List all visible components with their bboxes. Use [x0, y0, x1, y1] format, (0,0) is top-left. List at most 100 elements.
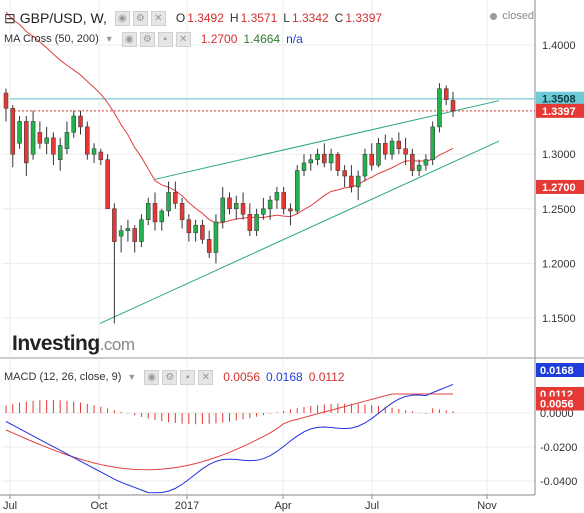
price-label-text: 1.3397 — [542, 106, 576, 118]
chevron-down-icon[interactable]: ▼ — [127, 372, 137, 382]
candle-body — [430, 126, 435, 160]
candle-body — [213, 221, 219, 253]
candle-body — [389, 140, 395, 155]
y-tick-label: 1.4000 — [542, 40, 576, 52]
y-tick-label: 1.1500 — [542, 313, 576, 325]
candle-body — [328, 153, 334, 164]
macd-y-tick-label: -0.0400 — [540, 476, 577, 488]
x-tick-label: Jul — [3, 500, 17, 512]
symbol-title: GBP/USD, W, — [19, 10, 107, 26]
macd-value-2: 0.0168 — [266, 370, 303, 384]
ma-value-2: 1.4664 — [243, 32, 281, 46]
macd-legend-label: MACD (12, 26, close, 9) — [4, 371, 122, 383]
chevron-down-icon[interactable]: ▼ — [104, 34, 114, 44]
macd-line — [5, 383, 454, 494]
candle-body — [24, 121, 29, 164]
main-legend: ⊟ GBP/USD, W, ◉ ⚙ ✕ O 1.3492 H 1.3571 L … — [4, 9, 382, 27]
macd-value-3: 0.0112 — [308, 370, 345, 384]
candle-body — [416, 164, 422, 171]
candle-body — [362, 153, 368, 177]
candle-body — [166, 192, 171, 212]
candle-body — [64, 132, 70, 149]
y-tick-label: 1.3000 — [542, 149, 576, 161]
candle-body — [437, 88, 442, 128]
ma-legend: MA Cross (50, 200) ▼ ◉ ⚙ ▪ ✕ 1.2700 1.46… — [4, 30, 303, 48]
candle-body — [308, 159, 314, 164]
candle-body — [186, 219, 192, 234]
macd-signal-line — [5, 393, 453, 471]
logo-suffix: .com — [99, 335, 135, 354]
price-label-box — [536, 103, 584, 118]
y-tick-label: 1.2500 — [542, 204, 576, 216]
gear-icon[interactable]: ⚙ — [132, 10, 148, 26]
eye-icon[interactable]: ◉ — [144, 369, 160, 385]
candle-body — [443, 88, 449, 100]
candle-body — [234, 203, 239, 210]
candle-body — [274, 192, 280, 201]
candle-body — [355, 175, 361, 188]
candle-body — [281, 192, 286, 210]
high-label: H — [229, 11, 239, 25]
settings-icon[interactable]: ◉ — [114, 10, 130, 26]
collapse-icon[interactable]: ⊟ — [4, 9, 16, 26]
x-tick-label: Jul — [365, 500, 379, 512]
candle-body — [410, 153, 415, 171]
close-icon[interactable]: ✕ — [198, 369, 214, 385]
ma-50-line — [5, 11, 454, 224]
candle-body — [288, 208, 293, 212]
candle-body — [227, 197, 232, 210]
candle-body — [51, 137, 56, 155]
low-value: 1.3342 — [291, 11, 329, 25]
candle-body — [145, 203, 151, 220]
candle-body — [450, 100, 456, 112]
low-label: L — [283, 11, 290, 25]
candle-body — [322, 153, 327, 164]
candle-body — [173, 192, 178, 204]
candle-body — [254, 214, 259, 231]
gear-icon[interactable]: ⚙ — [139, 31, 155, 47]
candle-body — [71, 115, 76, 133]
status-dot-icon — [490, 12, 498, 20]
candle-body — [10, 108, 16, 155]
candle-body — [193, 224, 198, 234]
candle-body — [98, 151, 104, 160]
status-text: closed — [502, 10, 534, 22]
x-tick-label: 2017 — [175, 500, 199, 512]
close-icon[interactable]: ✕ — [150, 10, 166, 26]
candle-body — [423, 159, 429, 166]
price-label-box — [536, 179, 584, 194]
lock-icon[interactable]: ▪ — [180, 369, 196, 385]
candle-body — [132, 228, 137, 242]
close-icon[interactable]: ✕ — [175, 31, 191, 47]
macd-price-label-text: 0.0056 — [540, 398, 574, 410]
candle-body — [78, 115, 83, 128]
x-tick-label: Oct — [90, 500, 107, 512]
candle-body — [118, 230, 124, 237]
macd-value-1: 0.0056 — [223, 370, 260, 384]
candle-body — [261, 208, 266, 215]
candle-body — [3, 92, 9, 109]
candle-body — [125, 228, 131, 231]
candle-body — [240, 203, 246, 215]
high-value: 1.3571 — [240, 11, 278, 25]
logo-main: Investing — [12, 332, 100, 355]
open-label: O — [175, 11, 186, 25]
candle-body — [200, 224, 205, 240]
x-tick-label: Apr — [274, 500, 291, 512]
candle-body — [383, 143, 388, 155]
lock-icon[interactable]: ▪ — [157, 31, 173, 47]
ma-value-3: n/a — [286, 32, 303, 46]
candle-body — [369, 153, 374, 166]
candle-body — [206, 239, 212, 253]
candle-body — [17, 121, 22, 144]
candle-body — [105, 159, 110, 210]
close-label: C — [334, 11, 344, 25]
support-trendline — [99, 140, 500, 324]
candle-body — [267, 199, 273, 210]
eye-icon[interactable]: ◉ — [121, 31, 137, 47]
candle-body — [247, 214, 253, 231]
candle-body — [315, 153, 320, 160]
gear-icon[interactable]: ⚙ — [162, 369, 178, 385]
macd-price-label-box — [536, 363, 584, 377]
